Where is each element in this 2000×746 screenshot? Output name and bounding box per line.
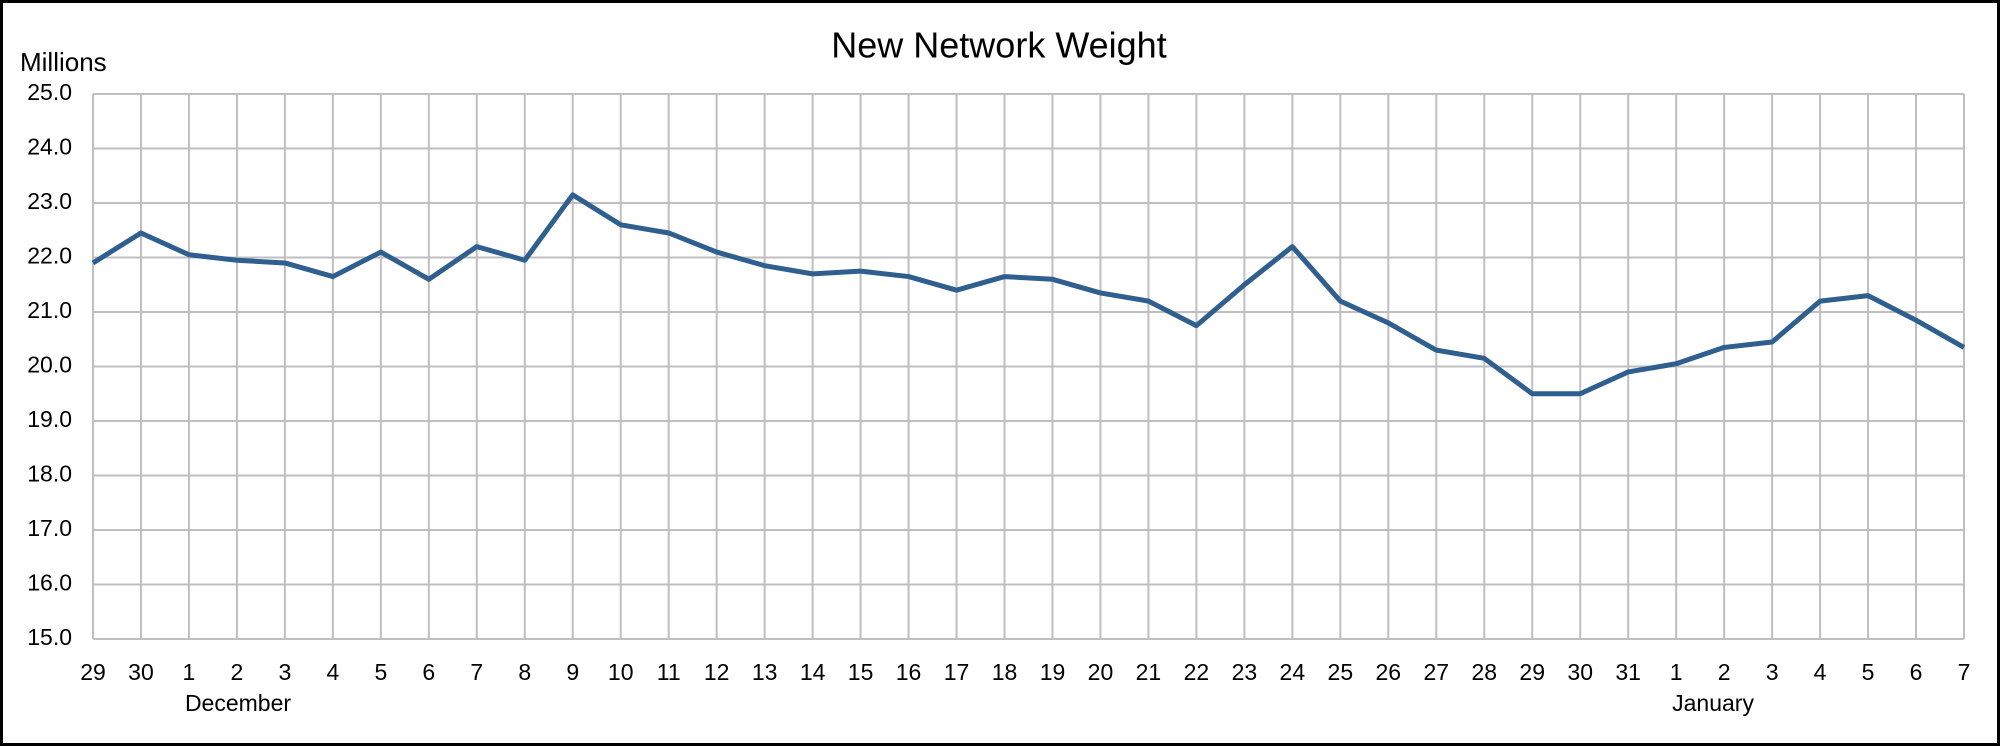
x-tick-label: 13 bbox=[752, 659, 778, 685]
x-tick-label: 10 bbox=[608, 659, 634, 685]
x-tick-label: 2 bbox=[231, 659, 244, 685]
x-tick-label: 16 bbox=[896, 659, 922, 685]
y-tick-label: 23.0 bbox=[27, 188, 72, 214]
x-tick-label: 31 bbox=[1615, 659, 1641, 685]
x-tick-label: 1 bbox=[1670, 659, 1683, 685]
x-tick-label: 30 bbox=[128, 659, 154, 685]
x-tick-label: 30 bbox=[1567, 659, 1593, 685]
x-tick-label: 4 bbox=[326, 659, 339, 685]
x-tick-label: 17 bbox=[944, 659, 970, 685]
x-group-label: January bbox=[1672, 690, 1754, 716]
x-tick-label: 11 bbox=[657, 659, 681, 685]
x-tick-label: 24 bbox=[1280, 659, 1306, 685]
y-tick-label: 20.0 bbox=[27, 352, 72, 378]
x-tick-label: 23 bbox=[1232, 659, 1258, 685]
x-tick-label: 14 bbox=[800, 659, 826, 685]
x-tick-label: 29 bbox=[1519, 659, 1545, 685]
y-tick-label: 19.0 bbox=[27, 406, 72, 432]
x-tick-label: 6 bbox=[1910, 659, 1923, 685]
x-tick-label: 15 bbox=[848, 659, 874, 685]
line-series bbox=[91, 192, 1966, 397]
x-tick-label: 26 bbox=[1376, 659, 1402, 685]
y-tick-label: 17.0 bbox=[27, 515, 72, 541]
y-tick-label: 16.0 bbox=[27, 570, 72, 596]
x-tick-label: 7 bbox=[470, 659, 483, 685]
x-tick-label: 3 bbox=[1766, 659, 1779, 685]
y-tick-label: 22.0 bbox=[27, 243, 72, 269]
x-tick-label: 25 bbox=[1328, 659, 1354, 685]
x-tick-label: 18 bbox=[992, 659, 1018, 685]
x-group-label: December bbox=[185, 690, 291, 716]
x-tick-label: 3 bbox=[278, 659, 291, 685]
x-tick-label: 9 bbox=[566, 659, 579, 685]
x-tick-label: 28 bbox=[1471, 659, 1497, 685]
x-tick-label: 22 bbox=[1184, 659, 1210, 685]
y-tick-label: 21.0 bbox=[27, 297, 72, 323]
x-tick-label: 7 bbox=[1958, 659, 1971, 685]
y-tick-label: 25.0 bbox=[27, 79, 72, 105]
x-tick-label: 19 bbox=[1040, 659, 1066, 685]
x-tick-label: 12 bbox=[704, 659, 730, 685]
x-tick-label: 4 bbox=[1814, 659, 1827, 685]
x-tick-label: 27 bbox=[1423, 659, 1449, 685]
y-tick-label: 18.0 bbox=[27, 461, 72, 487]
x-tick-label: 1 bbox=[183, 659, 196, 685]
x-tick-label: 20 bbox=[1088, 659, 1114, 685]
plot bbox=[91, 192, 1966, 397]
x-tick-label: 5 bbox=[374, 659, 387, 685]
x-tick-label: 2 bbox=[1718, 659, 1731, 685]
x-tick-label: 29 bbox=[80, 659, 106, 685]
chart-title: New Network Weight bbox=[831, 25, 1166, 66]
x-tick-label: 6 bbox=[422, 659, 435, 685]
x-tick-label: 5 bbox=[1862, 659, 1875, 685]
y-axis-label: Millions bbox=[20, 47, 107, 77]
grid bbox=[92, 93, 1965, 640]
x-tick-label: 8 bbox=[518, 659, 531, 685]
y-tick-label: 15.0 bbox=[27, 624, 72, 650]
y-tick-label: 24.0 bbox=[27, 134, 72, 160]
x-tick-label: 21 bbox=[1136, 659, 1162, 685]
